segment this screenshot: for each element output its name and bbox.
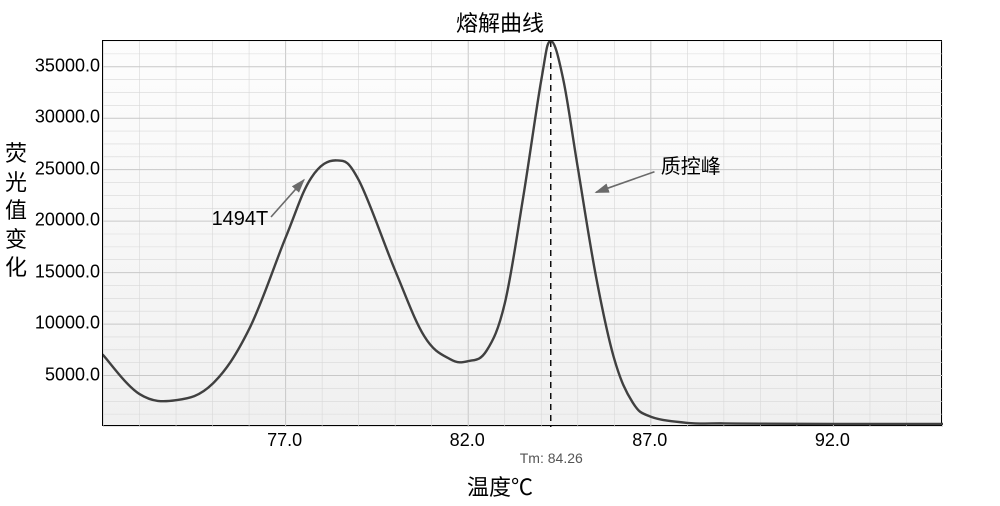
annotation-peak1: 1494T [212, 208, 269, 231]
x-tick-label: 82.0 [450, 430, 485, 451]
x-tick-label: 87.0 [632, 430, 667, 451]
x-axis-label: 温度℃ [0, 470, 1000, 502]
chart-title: 熔解曲线 [0, 6, 1000, 38]
plot-area [102, 40, 942, 426]
y-tick-label: 30000.0 [20, 107, 100, 128]
y-tick-label: 25000.0 [20, 158, 100, 179]
y-tick-label: 5000.0 [20, 364, 100, 385]
annotation-control-peak: 质控峰 [661, 150, 721, 179]
tm-label: Tm: 84.26 [520, 450, 583, 466]
y-tick-label: 10000.0 [20, 313, 100, 334]
x-tick-label: 77.0 [267, 430, 302, 451]
annotation-layer [103, 41, 943, 427]
y-tick-label: 20000.0 [20, 210, 100, 231]
y-tick-label: 15000.0 [20, 261, 100, 282]
y-tick-label: 35000.0 [20, 55, 100, 76]
x-tick-label: 92.0 [815, 430, 850, 451]
